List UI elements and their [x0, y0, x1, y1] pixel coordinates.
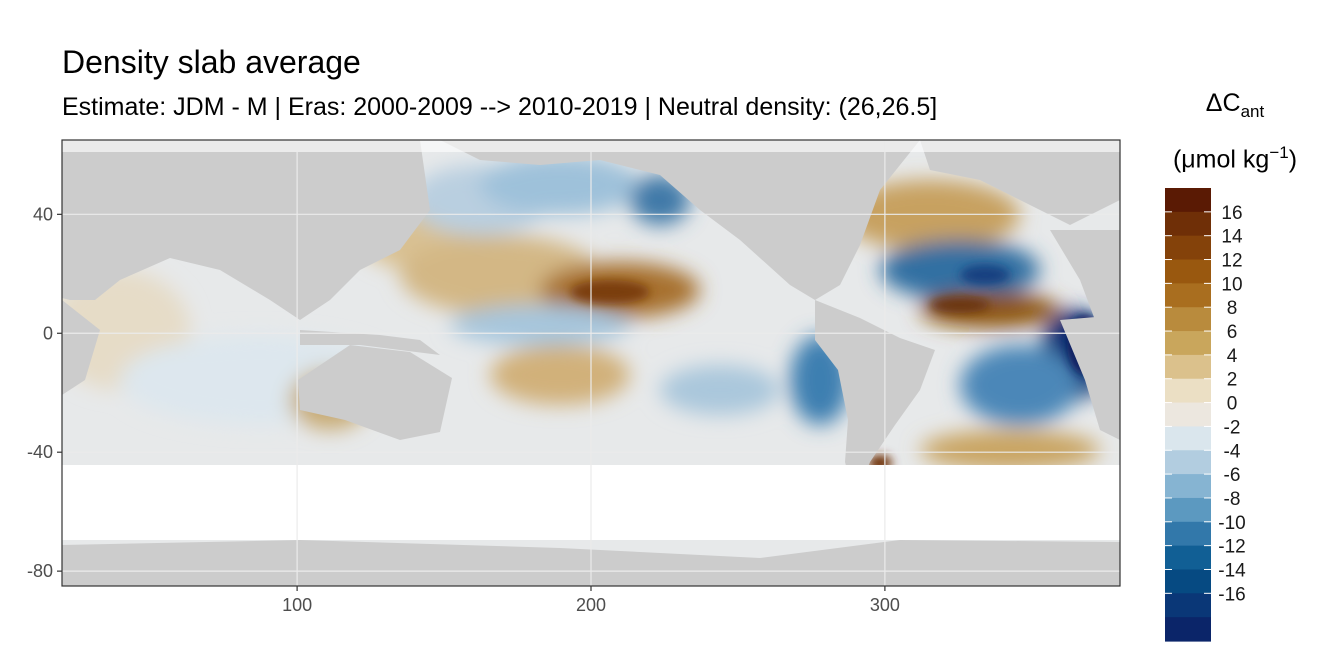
- colorbar-label-10: -4: [1224, 441, 1241, 462]
- gridlines: [62, 140, 1120, 586]
- colorbar-bin-13: [1165, 497, 1211, 523]
- colorbar-label-16: -16: [1218, 584, 1245, 605]
- chart-title: Density slab average: [62, 44, 361, 80]
- colorbar-bin-11: [1165, 450, 1211, 475]
- land-africa-west: [1060, 315, 1120, 440]
- land-south-america: [815, 300, 935, 500]
- colorbar-label-11: -6: [1224, 465, 1241, 486]
- colorbar-label-1: 14: [1221, 227, 1243, 248]
- chart-subtitle: Estimate: JDM - M | Eras: 2000-2009 --> …: [62, 93, 938, 121]
- colorbar-bin-4: [1165, 283, 1211, 308]
- colorbar-label-0: 16: [1221, 203, 1242, 224]
- land-australia: [298, 345, 452, 440]
- colorbar-bin-14: [1165, 521, 1211, 547]
- y-tick-label-0: 40: [33, 204, 53, 224]
- y-axis: 40 0 -40 -80: [27, 204, 62, 581]
- land-africa-east: [62, 300, 100, 395]
- land-greenland: [920, 140, 1120, 225]
- colorbar-bin-16: [1165, 569, 1211, 594]
- colorbar-bin-9: [1165, 402, 1211, 428]
- colorbar-label-14: -12: [1218, 537, 1245, 558]
- colorbar-label-7: 2: [1227, 370, 1238, 391]
- land-masses: [62, 140, 1120, 586]
- x-tick-label-1: 200: [576, 595, 606, 615]
- colorbar-bin-17: [1165, 593, 1211, 618]
- colorbar-bin-5: [1165, 307, 1211, 332]
- y-tick-label-2: -40: [27, 442, 53, 462]
- map-panel: [62, 140, 1120, 586]
- colorbar-bin-10: [1165, 426, 1211, 451]
- colorbar-label-4: 8: [1227, 298, 1238, 319]
- legend-title: ΔCant: [1205, 89, 1265, 121]
- colorbar-bin-6: [1165, 331, 1211, 356]
- colorbar-label-2: 12: [1221, 251, 1242, 272]
- land-asia: [62, 140, 430, 320]
- x-tick-label-0: 100: [282, 595, 312, 615]
- colorbar-bin-8: [1165, 378, 1211, 404]
- colorbar-label-5: 6: [1227, 322, 1238, 343]
- land-indonesia: [300, 330, 440, 355]
- colorbar-label-9: -2: [1224, 417, 1241, 438]
- land-europe: [1050, 230, 1120, 330]
- land-north-america: [440, 140, 920, 300]
- colorbar-label-3: 10: [1221, 274, 1242, 295]
- colorbar-label-13: -10: [1218, 513, 1245, 534]
- colorbar-bin-15: [1165, 545, 1211, 571]
- y-tick-label-1: 0: [43, 323, 53, 343]
- x-axis: 100 200 300: [282, 586, 900, 615]
- colorbar-bin-2: [1165, 235, 1211, 261]
- colorbar-bin-1: [1165, 211, 1211, 237]
- legend-units: (μmol kg−1): [1172, 143, 1298, 174]
- colorbar-bin-3: [1165, 259, 1211, 284]
- y-tick-label-3: -80: [27, 561, 53, 581]
- colorbar-label-15: -14: [1218, 560, 1246, 581]
- colorbar-bin-18: [1165, 617, 1211, 642]
- x-tick-label-2: 300: [870, 595, 900, 615]
- colorbar-bin-0: [1165, 188, 1211, 213]
- colorbar-bin-12: [1165, 474, 1211, 499]
- colorbar-bin-7: [1165, 354, 1211, 380]
- colorbar-label-12: -8: [1224, 489, 1241, 510]
- colorbar-label-8: 0: [1227, 394, 1238, 415]
- colorbar-label-6: 4: [1227, 346, 1238, 367]
